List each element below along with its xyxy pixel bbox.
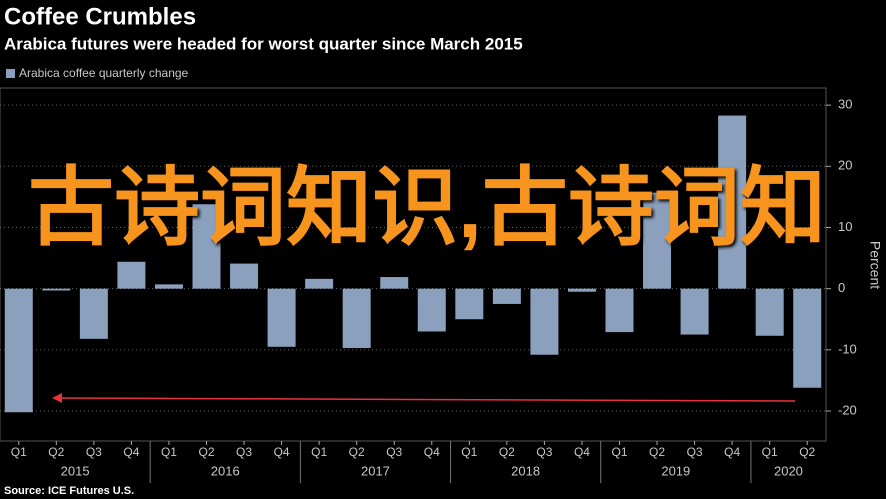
- x-tick-label: Q3: [536, 445, 552, 459]
- x-group-label: 2020: [774, 463, 803, 478]
- bar: [342, 288, 371, 349]
- bar: [680, 288, 709, 335]
- x-group-label: 2017: [361, 463, 390, 478]
- bar: [192, 204, 221, 289]
- x-tick-label: Q1: [161, 445, 177, 459]
- bar: [492, 288, 521, 304]
- x-tick-label: Q1: [11, 445, 27, 459]
- annotation-arrow: [53, 397, 796, 402]
- chart-subtitle: Arabica futures were headed for worst qu…: [4, 34, 523, 53]
- y-tick-label: 0: [838, 280, 845, 295]
- bar: [42, 288, 71, 291]
- x-group-label: 2019: [661, 463, 690, 478]
- x-tick-label: Q4: [724, 445, 740, 459]
- y-tick-label: 10: [838, 219, 852, 234]
- bar: [793, 288, 822, 388]
- bar: [530, 288, 559, 355]
- bar: [117, 261, 146, 289]
- bar: [154, 284, 183, 289]
- x-tick-label: Q4: [424, 445, 440, 459]
- x-group-label: 2016: [211, 463, 240, 478]
- y-tick-label: 30: [838, 97, 852, 112]
- x-group-label: 2018: [511, 463, 540, 478]
- bar: [267, 288, 296, 347]
- bar: [605, 288, 634, 333]
- bar: [567, 288, 596, 292]
- legend-swatch: [6, 69, 15, 78]
- bar: [79, 288, 108, 339]
- legend-label: Arabica coffee quarterly change: [19, 66, 189, 80]
- y-tick-label: -10: [838, 341, 857, 356]
- x-tick-label: Q4: [574, 445, 590, 459]
- bar: [230, 263, 259, 289]
- marks: -20 -10 0 10 20 30 Q1 Q2 Q3 Q4 Q1 Q2 Q3 Q4 Q1 Q2 Q3 Q4 Q1 Q…: [0, 97, 857, 483]
- x-tick-label: Q1: [461, 445, 477, 459]
- x-tick-label: Q2: [198, 445, 214, 459]
- x-tick-label: Q1: [311, 445, 327, 459]
- x-tick-label: Q3: [687, 445, 703, 459]
- x-tick-label: Q1: [611, 445, 627, 459]
- chart-title: Coffee Crumbles: [4, 3, 196, 30]
- bar: [455, 288, 484, 320]
- bar: [4, 288, 33, 413]
- plot-frame: [0, 87, 827, 442]
- x-tick-label: Q2: [349, 445, 365, 459]
- y-tick-label: 20: [838, 158, 852, 173]
- bar: [417, 288, 446, 332]
- x-tick-label: Q3: [236, 445, 252, 459]
- bar: [718, 115, 747, 289]
- y-axis-label: Percent: [867, 241, 883, 289]
- x-tick-label: Q2: [499, 445, 515, 459]
- y-tick-label: -20: [838, 402, 857, 417]
- x-tick-label: Q3: [86, 445, 102, 459]
- x-group-label: 2015: [61, 463, 90, 478]
- bar: [643, 192, 672, 289]
- x-tick-label: Q4: [123, 445, 139, 459]
- x-tick-label: Q3: [386, 445, 402, 459]
- x-tick-label: Q2: [799, 445, 815, 459]
- x-tick-label: Q2: [649, 445, 665, 459]
- x-tick-label: Q2: [48, 445, 64, 459]
- arrow-head: [52, 393, 62, 403]
- x-tick-label: Q1: [762, 445, 778, 459]
- bar: [755, 288, 784, 336]
- bar: [380, 277, 409, 289]
- bar: [305, 278, 334, 289]
- source: Source: ICE Futures U.S.: [4, 485, 134, 497]
- x-tick-label: Q4: [274, 445, 290, 459]
